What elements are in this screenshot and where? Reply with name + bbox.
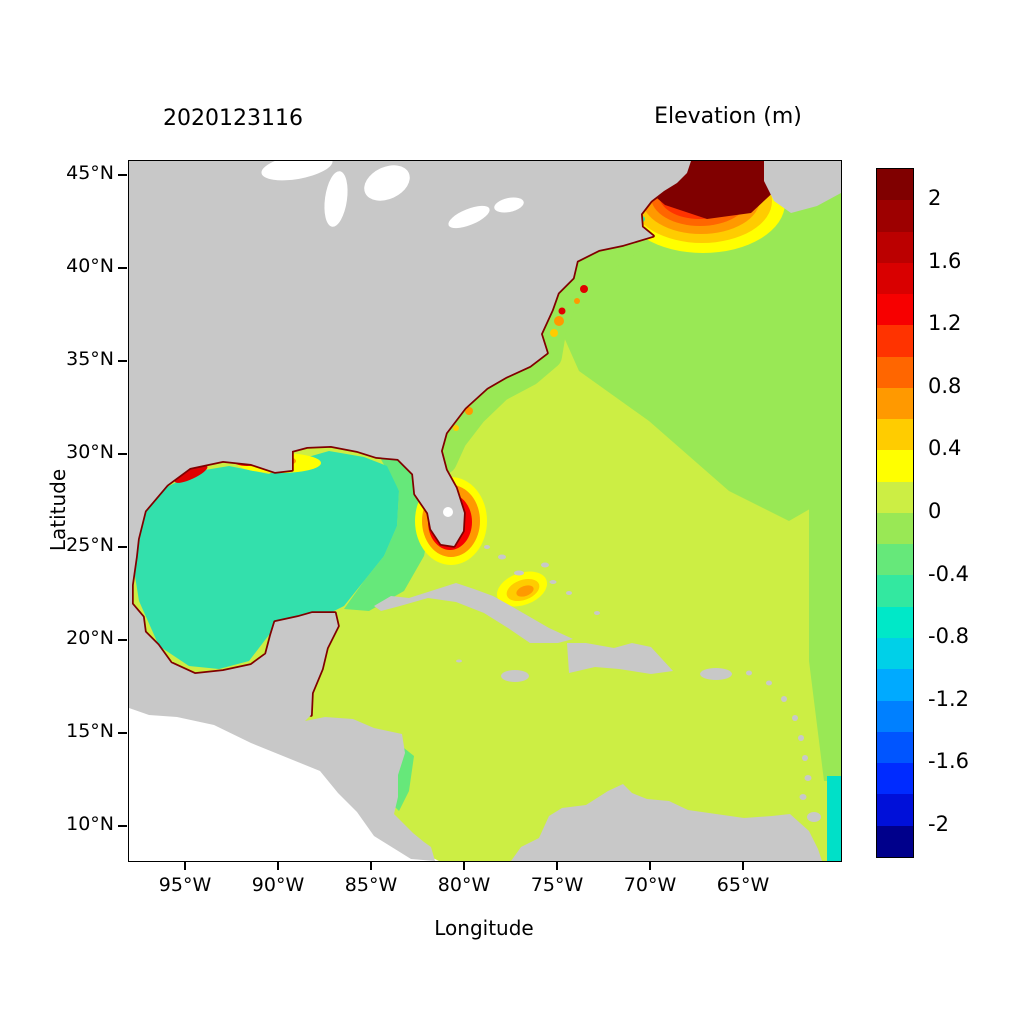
colorbar-segment bbox=[877, 763, 913, 794]
colorbar-tick-label: 0 bbox=[928, 499, 998, 523]
x-tick-label: 90°W bbox=[235, 874, 321, 896]
x-tick-label: 85°W bbox=[328, 874, 414, 896]
x-tick-mark bbox=[184, 861, 186, 870]
colorbar-tick-label: 2 bbox=[928, 186, 998, 210]
x-tick-label: 95°W bbox=[142, 874, 228, 896]
y-tick-label: 45°N bbox=[36, 162, 114, 184]
colorbar-segment bbox=[877, 607, 913, 638]
colorbar-tick-label: -0.4 bbox=[928, 562, 998, 586]
chesapeake-spot-orange bbox=[554, 316, 564, 326]
y-tick-mark bbox=[118, 732, 127, 734]
colorbar-tick-label: 1.2 bbox=[928, 311, 998, 335]
y-tick-mark bbox=[118, 174, 127, 176]
colorbar-tick-label: 0.8 bbox=[928, 374, 998, 398]
lesser-antilles-island bbox=[800, 794, 807, 800]
lesser-antilles-island bbox=[798, 735, 804, 741]
chesapeake-spot-amber bbox=[550, 329, 558, 337]
lesser-antilles-island bbox=[802, 755, 808, 761]
bahamas-island bbox=[541, 563, 549, 568]
x-tick-mark bbox=[370, 861, 372, 870]
bahamas-island bbox=[514, 571, 524, 576]
colorbar-segment bbox=[877, 544, 913, 575]
figure-canvas: 2020123116 Elevation (m) bbox=[0, 0, 1024, 1024]
ocean-southeast-teal-strip bbox=[827, 776, 841, 861]
x-tick-mark bbox=[277, 861, 279, 870]
colorbar-segment bbox=[877, 513, 913, 544]
y-tick-mark bbox=[118, 360, 127, 362]
colorbar-segment bbox=[877, 826, 913, 857]
x-tick-mark bbox=[649, 861, 651, 870]
y-tick-mark bbox=[118, 639, 127, 641]
x-tick-label: 75°W bbox=[514, 874, 600, 896]
y-tick-label: 10°N bbox=[36, 813, 114, 835]
colorbar-segment bbox=[877, 794, 913, 825]
x-axis-label: Longitude bbox=[128, 916, 840, 940]
x-tick-label: 80°W bbox=[421, 874, 507, 896]
colorbar-segment bbox=[877, 169, 913, 200]
colorbar-segment bbox=[877, 294, 913, 325]
x-tick-label: 70°W bbox=[607, 874, 693, 896]
x-tick-label: 65°W bbox=[700, 874, 786, 896]
y-tick-label: 15°N bbox=[36, 720, 114, 742]
y-tick-mark bbox=[118, 267, 127, 269]
colorbar-segment bbox=[877, 482, 913, 513]
colorbar-segment bbox=[877, 263, 913, 294]
colorbar bbox=[876, 168, 914, 858]
colorbar-tick-label: -2 bbox=[928, 812, 998, 836]
y-tick-mark bbox=[118, 546, 127, 548]
cayman-island bbox=[456, 660, 462, 663]
puerto-rico-island bbox=[700, 668, 732, 680]
lake-okeechobee bbox=[443, 507, 453, 517]
y-tick-mark bbox=[118, 825, 127, 827]
jamaica-island bbox=[501, 670, 529, 682]
y-tick-label: 20°N bbox=[36, 627, 114, 649]
colorbar-segment bbox=[877, 701, 913, 732]
colorbar-segment bbox=[877, 450, 913, 481]
lesser-antilles-island bbox=[805, 775, 812, 781]
map-plot-area bbox=[128, 160, 842, 862]
lesser-antilles-island bbox=[746, 671, 752, 676]
lesser-antilles-island bbox=[792, 715, 798, 721]
elevation-map bbox=[129, 161, 841, 861]
bahamas-island bbox=[484, 545, 490, 549]
turks-island bbox=[594, 611, 600, 615]
lesser-antilles-island bbox=[766, 681, 772, 686]
trinidad-island bbox=[807, 812, 821, 822]
colorbar-tick-label: 1.6 bbox=[928, 249, 998, 273]
colorbar-segment bbox=[877, 200, 913, 231]
new-jersey-spot-orange bbox=[574, 298, 580, 304]
bahamas-island bbox=[550, 580, 557, 584]
colorbar-segment bbox=[877, 388, 913, 419]
colorbar-segment bbox=[877, 575, 913, 606]
colorbar-segment bbox=[877, 325, 913, 356]
lesser-antilles-island bbox=[781, 696, 787, 702]
new-york-spot-red bbox=[580, 285, 588, 293]
colorbar-tick-label: -1.2 bbox=[928, 687, 998, 711]
x-tick-mark bbox=[742, 861, 744, 870]
bahamas-island bbox=[498, 555, 506, 560]
chesapeake-spot-red bbox=[559, 308, 566, 315]
plot-timestamp-title: 2020123116 bbox=[163, 106, 303, 131]
colorbar-segment bbox=[877, 419, 913, 450]
x-tick-mark bbox=[463, 861, 465, 870]
colorbar-segment bbox=[877, 357, 913, 388]
carolina-spot-amber bbox=[453, 425, 459, 431]
colorbar-title: Elevation (m) bbox=[628, 104, 828, 129]
colorbar-segment bbox=[877, 232, 913, 263]
colorbar-tick-label: -1.6 bbox=[928, 749, 998, 773]
colorbar-segment bbox=[877, 638, 913, 669]
y-tick-label: 35°N bbox=[36, 348, 114, 370]
colorbar-segment bbox=[877, 669, 913, 700]
bahamas-island bbox=[566, 591, 572, 595]
y-tick-label: 30°N bbox=[36, 441, 114, 463]
colorbar-tick-label: 0.4 bbox=[928, 436, 998, 460]
colorbar-segment bbox=[877, 732, 913, 763]
x-tick-mark bbox=[556, 861, 558, 870]
y-tick-mark bbox=[118, 453, 127, 455]
colorbar-tick-label: -0.8 bbox=[928, 624, 998, 648]
y-tick-label: 40°N bbox=[36, 255, 114, 277]
y-tick-label: 25°N bbox=[36, 534, 114, 556]
